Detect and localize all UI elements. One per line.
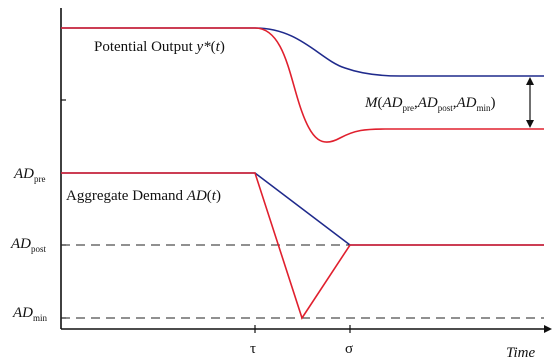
potential-output-blue-curve [61,27,544,77]
aggregate-demand-label: Aggregate Demand AD(t) [66,188,221,204]
ad-pre-label: ADpre [13,166,46,184]
gap-function-label: M(ADpre,ADpost,ADmin) [364,95,496,113]
sigma-label: σ [345,341,353,357]
aggregate-demand-red-line [61,172,544,320]
tau-label: τ [250,341,256,357]
ad-post-label: ADpost [10,236,47,254]
potential-output-red-curve [61,27,544,143]
aggregate-demand-blue-line [61,172,544,246]
potential-output-label: Potential Output y*(t) [94,39,225,55]
time-label: Time [506,345,536,361]
x-axis-arrow-icon [544,325,552,333]
ad-min-label: ADmin [12,305,48,323]
